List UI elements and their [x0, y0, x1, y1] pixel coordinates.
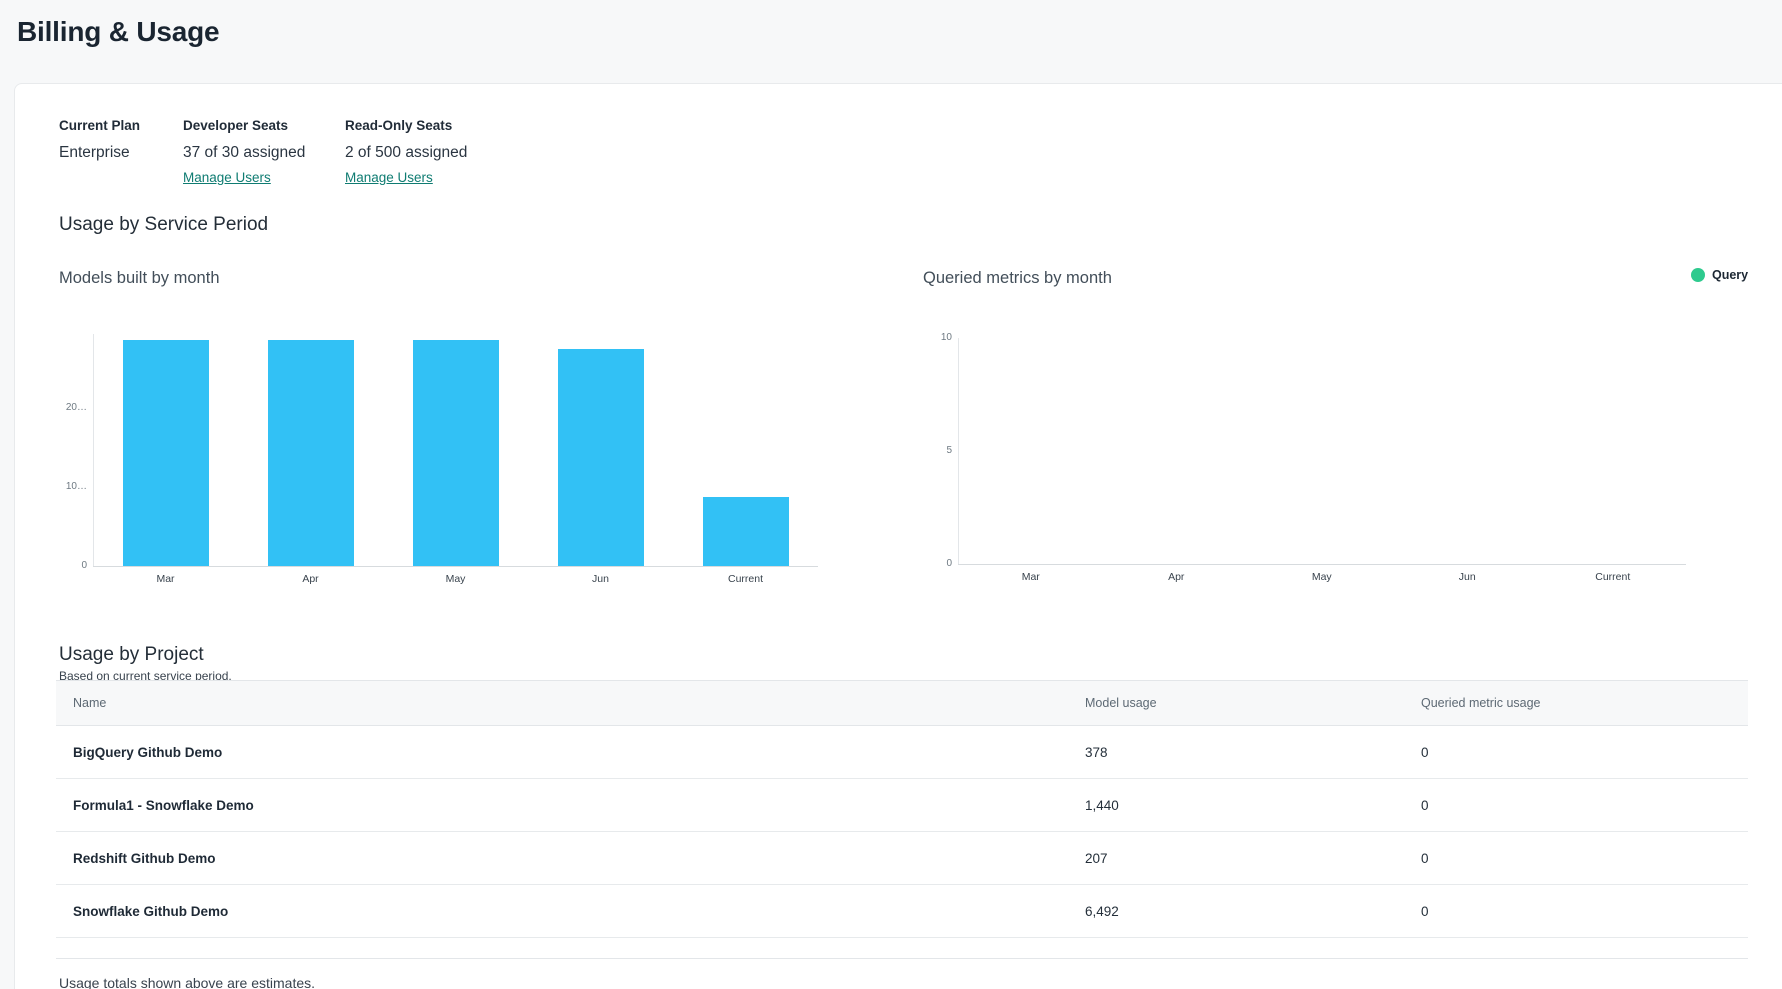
- bar-may: [412, 340, 499, 566]
- x-tick-label: May: [1311, 571, 1332, 583]
- bar-current: [702, 497, 789, 566]
- table-row: Formula1 - Snowflake Demo 1,440 0: [56, 779, 1748, 832]
- x-tick-label: Apr: [1168, 571, 1185, 583]
- queried-metric-usage-value: 0: [1421, 797, 1429, 813]
- x-tick-label: Current: [727, 573, 763, 585]
- developer-seats-value: 37 of 30 assigned: [183, 144, 306, 161]
- models-chart-plot: [93, 334, 818, 566]
- bar-apr: [267, 339, 354, 566]
- read-only-seats-label: Read-Only Seats: [345, 118, 453, 133]
- project-name: Redshift Github Demo: [73, 850, 216, 866]
- queried-metric-usage-value: 0: [1421, 903, 1429, 919]
- metrics-chart-title: Queried metrics by month: [923, 269, 1112, 287]
- x-tick-label: Mar: [1021, 571, 1040, 583]
- table-footer-spacer: [56, 938, 1748, 959]
- developer-seats-label: Developer Seats: [183, 118, 289, 133]
- table-row: Redshift Github Demo 207 0: [56, 832, 1748, 885]
- x-tick-label: Mar: [156, 573, 175, 585]
- plan-summary: Current Plan Enterprise Developer Seats …: [59, 118, 565, 187]
- y-tick-label: 20…: [65, 402, 87, 414]
- column-header-queried-metric-usage: Queried metric usage: [1421, 696, 1541, 710]
- y-tick-label: 5: [946, 445, 952, 456]
- usage-by-service-period-title: Usage by Service Period: [59, 214, 269, 235]
- manage-users-link-developer[interactable]: Manage Users: [183, 170, 271, 185]
- manage-users-link-readonly[interactable]: Manage Users: [345, 170, 433, 185]
- usage-by-project-title: Usage by Project: [59, 644, 204, 665]
- x-tick-label: May: [445, 573, 466, 585]
- x-tick-label: Jun: [1458, 571, 1476, 583]
- developer-seats-block: Developer Seats 37 of 30 assigned Manage…: [183, 118, 345, 187]
- queried-metric-usage-value: 0: [1421, 850, 1429, 866]
- current-plan-label: Current Plan: [59, 118, 141, 133]
- table-row: BigQuery Github Demo 378 0: [56, 726, 1748, 779]
- y-tick-label: 10…: [65, 481, 87, 493]
- usage-by-project-table: Name Model usage Queried metric usage Bi…: [56, 680, 1748, 959]
- metrics-chart-y-axis: [958, 338, 959, 564]
- project-name: BigQuery Github Demo: [73, 744, 223, 760]
- y-tick-label: 0: [946, 558, 952, 569]
- usage-estimates-footnote: Usage totals shown above are estimates.: [59, 975, 316, 989]
- billing-card: Current Plan Enterprise Developer Seats …: [14, 83, 1782, 989]
- model-usage-value: 207: [1085, 850, 1108, 866]
- usage-by-project-subtitle: Based on current service period.: [59, 669, 232, 683]
- query-legend: Query: [1691, 268, 1748, 282]
- query-legend-dot-icon: [1691, 268, 1705, 282]
- page-title: Billing & Usage: [17, 16, 220, 47]
- y-tick-label: 10: [940, 332, 952, 343]
- current-plan-block: Current Plan Enterprise: [59, 118, 183, 187]
- metrics-chart-plot: [958, 338, 1686, 564]
- x-tick-label: Current: [1595, 571, 1631, 583]
- queried-metric-usage-value: 0: [1421, 744, 1429, 760]
- column-header-model-usage: Model usage: [1085, 696, 1157, 710]
- table-row: Snowflake Github Demo 6,492 0: [56, 885, 1748, 938]
- read-only-seats-block: Read-Only Seats 2 of 500 assigned Manage…: [345, 118, 565, 187]
- read-only-seats-value: 2 of 500 assigned: [345, 144, 468, 161]
- table-header-row: Name Model usage Queried metric usage: [56, 680, 1748, 726]
- x-tick-label: Jun: [592, 573, 609, 585]
- metrics-chart-x-axis: [958, 564, 1686, 565]
- y-tick-label: 0: [81, 560, 87, 571]
- query-legend-label: Query: [1712, 268, 1749, 282]
- current-plan-value: Enterprise: [59, 144, 130, 161]
- models-chart-y-axis: [93, 334, 94, 566]
- x-tick-label: Apr: [302, 573, 319, 585]
- model-usage-value: 378: [1085, 744, 1108, 760]
- models-chart-x-axis: [93, 566, 818, 567]
- project-name: Snowflake Github Demo: [73, 903, 229, 919]
- model-usage-value: 6,492: [1085, 903, 1119, 919]
- queried-metrics-chart: 0 5 10 Mar Apr May Jun Current: [941, 332, 1686, 590]
- models-built-chart: 0 10… 20… Mar Apr May Jun Current: [66, 334, 818, 590]
- model-usage-value: 1,440: [1085, 797, 1119, 813]
- bar-jun: [557, 349, 644, 566]
- models-chart-title: Models built by month: [59, 269, 220, 287]
- bar-mar: [122, 339, 209, 566]
- column-header-name: Name: [73, 696, 107, 710]
- project-name: Formula1 - Snowflake Demo: [73, 797, 254, 813]
